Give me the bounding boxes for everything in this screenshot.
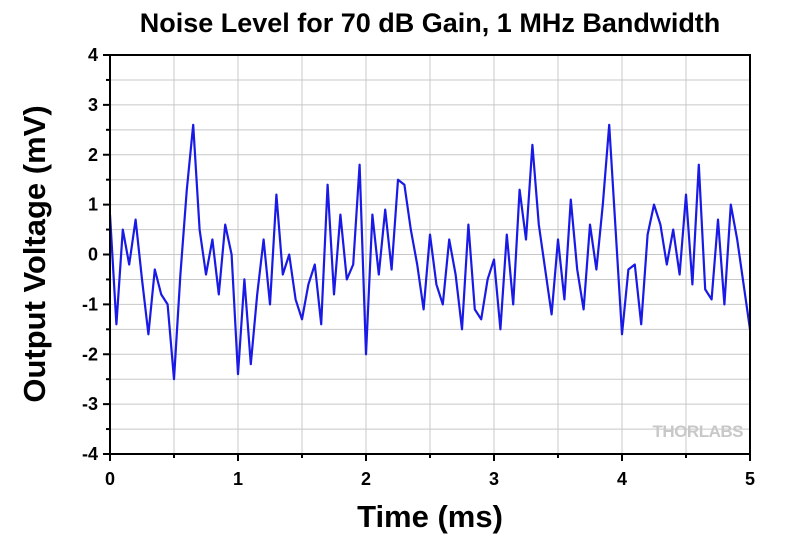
- x-tick-label: 2: [361, 469, 371, 489]
- grid: [110, 55, 750, 454]
- y-tick-label: 2: [88, 145, 98, 165]
- y-tick-label: 1: [88, 195, 98, 215]
- noise-trace-line: [108, 123, 752, 381]
- y-axis-label: Output Voltage (mV): [17, 105, 52, 402]
- y-tick-label: -4: [82, 444, 98, 464]
- y-tick-label: 3: [88, 95, 98, 115]
- x-tick-label: 1: [233, 469, 243, 489]
- plot-area: [108, 123, 752, 381]
- y-tick-label: 0: [88, 245, 98, 265]
- axis-ticks: [103, 54, 751, 461]
- x-tick-labels: 0 1 2 3 4 5: [105, 469, 755, 489]
- y-tick-label: 4: [88, 45, 98, 65]
- thorlabs-watermark: THORLABS: [653, 422, 744, 441]
- x-tick-label: 0: [105, 469, 115, 489]
- y-tick-label: -3: [82, 394, 98, 414]
- y-tick-label: -1: [82, 294, 98, 314]
- x-axis-label: Time (ms): [357, 499, 503, 534]
- y-tick-labels: -4 -3 -2 -1 0 1 2 3 4: [82, 45, 98, 464]
- plot-frame: [109, 54, 751, 455]
- chart-title: Noise Level for 70 dB Gain, 1 MHz Bandwi…: [140, 8, 721, 38]
- x-tick-label: 3: [489, 469, 499, 489]
- x-tick-label: 5: [745, 469, 755, 489]
- y-tick-label: -2: [82, 344, 98, 364]
- x-tick-label: 4: [617, 469, 627, 489]
